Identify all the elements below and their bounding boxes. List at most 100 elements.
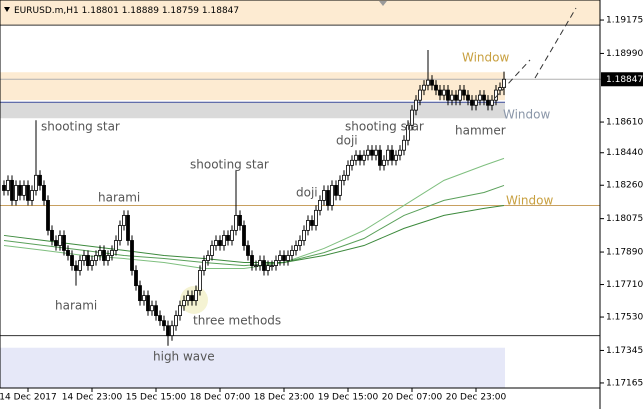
- candle-body: [142, 295, 146, 302]
- candle-body: [174, 315, 178, 327]
- levels: [0, 24, 640, 337]
- candle-body: [398, 149, 402, 156]
- candle-body: [386, 149, 390, 161]
- annotation: high wave: [153, 350, 215, 364]
- candle-body: [106, 255, 110, 261]
- candle-body: [182, 300, 186, 307]
- annotation: Window: [503, 108, 551, 122]
- candle-body: [362, 154, 366, 161]
- x-tick-label: 20 Dec 07:00: [382, 393, 443, 403]
- annotation: Window: [462, 51, 510, 65]
- x-tick-label: 18 Dec 07:00: [190, 393, 251, 403]
- candle-body: [2, 185, 6, 191]
- candle-body: [406, 124, 410, 141]
- y-tick-label: 1.17530: [606, 313, 643, 323]
- candle-body: [74, 265, 78, 271]
- candle-body: [266, 265, 270, 271]
- annotation: harami: [55, 299, 97, 313]
- candle-body: [426, 79, 430, 86]
- candle-body: [146, 295, 150, 312]
- candle-body: [190, 295, 194, 302]
- candle-body: [438, 89, 442, 96]
- candle-body: [158, 315, 162, 322]
- candle-body: [262, 260, 266, 271]
- candle-body: [418, 89, 422, 101]
- candle-body: [314, 209, 318, 226]
- candle-body: [126, 214, 130, 241]
- candle-body: [366, 149, 370, 156]
- y-tick-label: 1.18610: [606, 118, 643, 128]
- candle-body: [206, 255, 210, 261]
- candle-body: [222, 235, 226, 246]
- candle-body: [250, 255, 254, 266]
- zone: [0, 72, 505, 101]
- candle-body: [90, 260, 94, 266]
- candle-body: [82, 255, 86, 261]
- x-tick-label: 14 Dec 23:00: [62, 393, 123, 403]
- candle-body: [390, 149, 394, 161]
- candle-body: [290, 250, 294, 256]
- candle-body: [282, 255, 286, 261]
- candle-body: [70, 255, 74, 266]
- candle-body: [66, 250, 70, 256]
- annotation: hammer: [455, 124, 506, 138]
- candle-body: [374, 149, 378, 156]
- candle-body: [278, 255, 282, 261]
- low-value: 1.18759: [162, 6, 199, 16]
- candle-body: [350, 159, 354, 166]
- zone: [0, 347, 505, 388]
- candle-body: [154, 305, 158, 316]
- y-tick-label: 1.19175: [606, 16, 643, 26]
- y-tick-label: 1.18990: [606, 49, 643, 59]
- candle-body: [302, 229, 306, 241]
- candle-body: [102, 250, 106, 261]
- annotation: shooting star: [41, 120, 120, 134]
- candle-body: [474, 99, 478, 106]
- y-tick-label: 1.17890: [606, 248, 643, 258]
- candle-body: [330, 185, 334, 206]
- candle-body: [434, 84, 438, 91]
- candle-body: [226, 235, 230, 241]
- annotations: shooting star harami harami high wave three …: [41, 51, 554, 364]
- x-axis: 14 Dec 2017 14 Dec 23:00 15 Dec 15:00 18 De…: [0, 388, 507, 403]
- annotation: three methods: [193, 314, 281, 328]
- candle-body: [482, 94, 486, 101]
- candle-body: [118, 225, 122, 241]
- x-tick-label: 18 Dec 23:00: [254, 393, 315, 403]
- candle-body: [18, 185, 22, 196]
- annotation: doji: [296, 186, 318, 200]
- candle-body: [34, 174, 38, 191]
- candle-body: [54, 240, 58, 246]
- candle-body: [254, 265, 258, 267]
- x-tick-label: 14 Dec 2017: [0, 393, 57, 403]
- candle-body: [170, 325, 174, 337]
- candle-body: [306, 220, 310, 231]
- candle-body: [238, 214, 242, 226]
- annotation: doji: [336, 134, 358, 148]
- candle-body: [234, 214, 238, 231]
- candle-body: [110, 250, 114, 256]
- open-value: 1.18801: [82, 6, 119, 16]
- candle-body: [402, 139, 406, 151]
- y-tick-label: 1.17345: [606, 346, 643, 356]
- candle-body: [98, 250, 102, 256]
- close-value: 1.18847: [202, 6, 239, 16]
- annotation: harami: [98, 191, 140, 205]
- candle-body: [218, 240, 222, 246]
- candle-body: [50, 229, 54, 241]
- candle-body: [214, 240, 218, 246]
- candle-body: [430, 79, 434, 86]
- candle-body: [58, 235, 62, 246]
- candle-body: [358, 154, 362, 161]
- candle-body: [22, 185, 26, 196]
- candle-body: [42, 185, 46, 201]
- candle-body: [498, 87, 502, 91]
- candle-body: [414, 99, 418, 111]
- candle-body: [258, 260, 262, 266]
- candle-body: [114, 240, 118, 251]
- candle-body: [166, 325, 170, 337]
- candle-body: [342, 174, 346, 181]
- candle-body: [442, 89, 446, 96]
- candle-body: [478, 94, 482, 101]
